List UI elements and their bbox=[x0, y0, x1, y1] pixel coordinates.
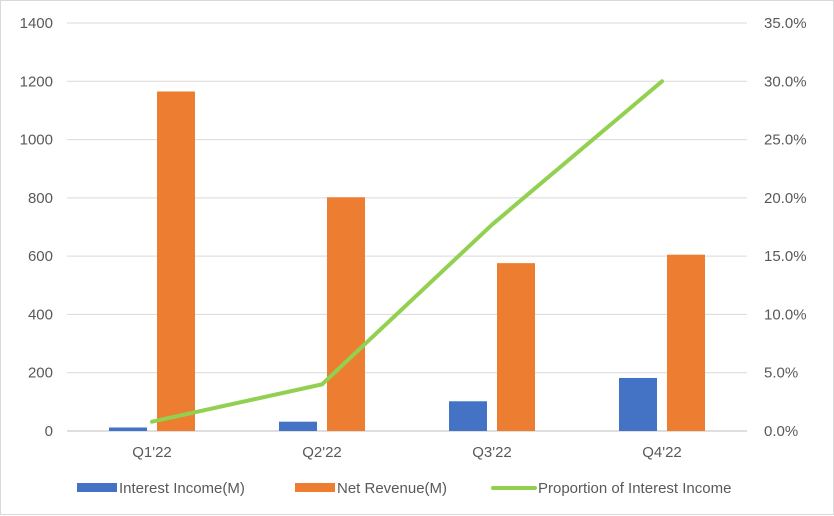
right-y-axis: 0.0% 5.0% 10.0% 15.0% 20.0% 25.0% 30.0% 35.0% bbox=[764, 15, 807, 440]
category-label: Q4'22 bbox=[642, 444, 682, 461]
net-revenue-bar-2 bbox=[327, 197, 365, 431]
x-axis: Q1'22 Q2'22 Q3'22 Q4'22 bbox=[132, 444, 682, 461]
right-tick-label: 20.0% bbox=[764, 190, 807, 207]
legend-swatch-2 bbox=[295, 483, 335, 492]
right-tick-label: 0.0% bbox=[764, 423, 798, 440]
legend-swatch-1 bbox=[77, 483, 117, 492]
legend-label-3: Proportion of Interest Income bbox=[538, 480, 731, 497]
right-tick-label: 35.0% bbox=[764, 15, 807, 32]
legend: Interest Income(M) Net Revenue(M) Proporti… bbox=[77, 480, 731, 497]
left-tick-label: 1400 bbox=[20, 15, 53, 32]
interest-income-bar-2 bbox=[279, 422, 317, 431]
interest-income-bar-1 bbox=[109, 428, 147, 431]
right-tick-label: 10.0% bbox=[764, 306, 807, 323]
proportion-line bbox=[152, 81, 662, 422]
left-tick-label: 200 bbox=[28, 365, 53, 382]
interest-income-bar-3 bbox=[449, 401, 487, 431]
left-tick-label: 1000 bbox=[20, 132, 53, 149]
net-revenue-bar-4 bbox=[667, 255, 705, 431]
right-tick-label: 30.0% bbox=[764, 73, 807, 90]
proportion-line-series bbox=[152, 81, 662, 421]
left-y-axis: 0 200 400 600 800 1000 1200 1400 bbox=[20, 15, 53, 440]
category-label: Q3'22 bbox=[472, 444, 512, 461]
net-revenue-bar-3 bbox=[497, 263, 535, 431]
legend-label-1: Interest Income(M) bbox=[119, 480, 245, 497]
category-label: Q2'22 bbox=[302, 444, 342, 461]
right-tick-label: 5.0% bbox=[764, 365, 798, 382]
category-label: Q1'22 bbox=[132, 444, 172, 461]
right-tick-label: 25.0% bbox=[764, 132, 807, 149]
left-tick-label: 0 bbox=[45, 423, 53, 440]
left-tick-label: 800 bbox=[28, 190, 53, 207]
left-tick-label: 1200 bbox=[20, 73, 53, 90]
net-revenue-bar-1 bbox=[157, 91, 195, 431]
left-tick-label: 600 bbox=[28, 248, 53, 265]
bars bbox=[109, 91, 705, 431]
left-tick-label: 400 bbox=[28, 306, 53, 323]
legend-label-2: Net Revenue(M) bbox=[337, 480, 447, 497]
right-tick-label: 15.0% bbox=[764, 248, 807, 265]
interest-income-bar-4 bbox=[619, 378, 657, 431]
